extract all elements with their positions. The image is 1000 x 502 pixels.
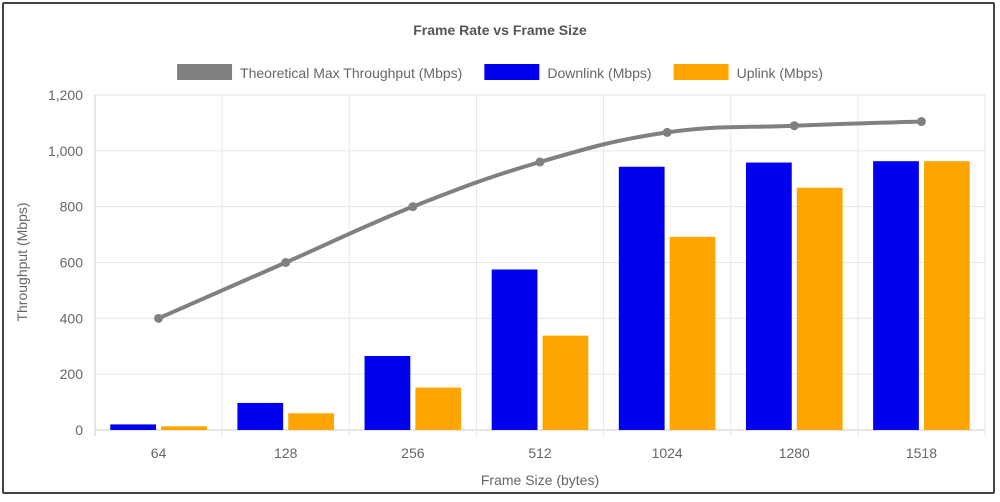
bar-uplink xyxy=(288,413,335,430)
bar-uplink xyxy=(669,236,716,430)
x-tick-label: 1518 xyxy=(906,445,937,461)
line-point xyxy=(154,313,164,323)
x-tick-label: 256 xyxy=(401,445,425,461)
y-tick-label: 1,000 xyxy=(48,143,83,159)
y-tick-label: 200 xyxy=(60,366,84,382)
line-series xyxy=(154,117,926,323)
bar-downlink xyxy=(110,424,157,430)
x-tick-label: 1024 xyxy=(652,445,683,461)
line-point xyxy=(535,157,545,167)
line-point xyxy=(408,202,418,212)
bar-uplink xyxy=(161,426,207,430)
legend-label: Theoretical Max Throughput (Mbps) xyxy=(240,65,462,81)
bars xyxy=(110,161,970,430)
legend-label: Uplink (Mbps) xyxy=(737,65,823,81)
bar-downlink xyxy=(745,162,792,430)
x-axis-label: Frame Size (bytes) xyxy=(481,472,599,488)
legend-swatch xyxy=(484,64,540,80)
legend: Theoretical Max Throughput (Mbps) Downlin… xyxy=(177,64,823,81)
legend-swatch xyxy=(673,64,729,80)
x-tick-label: 1280 xyxy=(779,445,810,461)
y-axis-ticks: 0 200 400 600 800 1,000 1,200 xyxy=(48,87,83,438)
grid xyxy=(94,94,986,436)
bar-downlink xyxy=(873,161,919,430)
bar-downlink xyxy=(364,356,411,430)
line-point xyxy=(662,127,672,137)
x-axis-ticks: 64 128 256 512 1024 1280 1518 xyxy=(151,445,937,461)
bar-uplink xyxy=(796,187,843,430)
y-tick-label: 800 xyxy=(60,199,84,215)
y-tick-label: 1,200 xyxy=(48,87,83,103)
x-tick-label: 64 xyxy=(151,445,167,461)
line-point xyxy=(789,121,799,131)
bar-downlink xyxy=(618,166,665,430)
chart-title: Frame Rate vs Frame Size xyxy=(413,22,587,38)
legend-swatch xyxy=(177,64,233,80)
y-tick-label: 600 xyxy=(60,255,84,271)
x-tick-label: 512 xyxy=(528,445,552,461)
y-axis-label: Throughput (Mbps) xyxy=(14,202,30,321)
bar-uplink xyxy=(542,335,589,430)
legend-label: Downlink (Mbps) xyxy=(547,65,651,81)
x-tick-label: 128 xyxy=(274,445,298,461)
bar-downlink xyxy=(491,269,538,430)
bar-uplink xyxy=(923,161,970,430)
line-point xyxy=(916,117,926,127)
bar-uplink xyxy=(415,387,462,430)
line-point xyxy=(281,258,291,267)
bar-downlink xyxy=(237,402,284,430)
y-tick-label: 400 xyxy=(60,310,84,326)
y-tick-label: 0 xyxy=(75,422,83,438)
